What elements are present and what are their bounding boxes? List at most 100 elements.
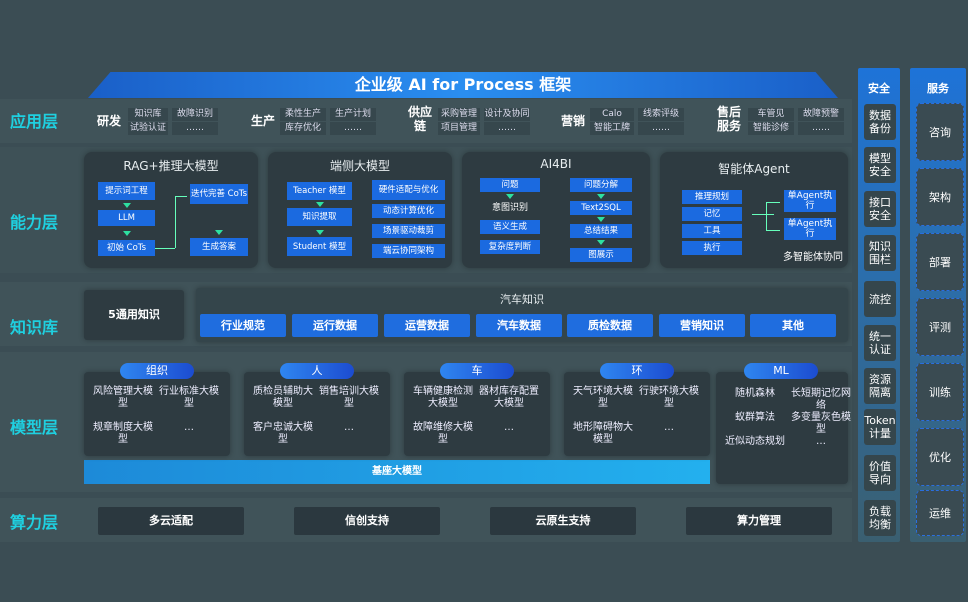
service-item: 运维	[916, 490, 964, 536]
model-group-pill: 组织	[120, 363, 194, 379]
service-item: 训练	[916, 363, 964, 421]
app-item: ……	[330, 122, 376, 135]
app-item: 知识库	[128, 108, 168, 121]
edge-student-box: Student 模型	[287, 237, 352, 256]
model-item: 随机森林	[735, 388, 775, 399]
model-item: 故障维修大模型	[413, 422, 473, 445]
agent-single-box-2: 单Agent执行	[784, 218, 836, 240]
arrow-down-icon	[123, 203, 131, 208]
agent-single-box: 单Agent执行	[784, 190, 836, 212]
app-group-label: 售后服务	[716, 105, 741, 133]
rag-title: RAG+推理大模型	[123, 159, 219, 173]
layer-label-capability: 能力层	[10, 213, 59, 232]
knowledge-item: 营销知识	[659, 314, 745, 337]
model-item: …	[504, 422, 514, 433]
connector-line	[155, 248, 175, 249]
connector-line	[766, 202, 767, 230]
compute-item: 算力管理	[686, 507, 832, 535]
app-item: 设计及协同	[484, 108, 530, 121]
ai4bi-complexity-box: 复杂度判断	[480, 240, 540, 254]
model-group-pill: 人	[280, 363, 354, 379]
app-band	[0, 99, 852, 143]
model-item: 近似动态规划	[725, 436, 785, 447]
app-group-label: 营销	[560, 114, 585, 128]
app-item: 库存优化	[280, 122, 326, 135]
model-group-pill: 车	[440, 363, 514, 379]
model-item: 蚁群算法	[735, 412, 775, 423]
model-item: …	[664, 422, 674, 433]
knowledge-item: 其他	[750, 314, 836, 337]
app-item: ……	[484, 122, 530, 135]
model-group-panel	[716, 372, 848, 484]
rag-prompt-box: 提示词工程	[98, 182, 155, 200]
model-group-panel	[244, 372, 390, 456]
arrow-down-icon	[123, 231, 131, 236]
model-item: …	[184, 422, 194, 433]
app-group-label: 生产	[250, 114, 275, 128]
service-item: 优化	[916, 428, 964, 486]
layer-label-compute: 算力层	[10, 513, 59, 532]
compute-item: 信创支持	[294, 507, 440, 535]
connector-line	[766, 202, 780, 203]
compute-item: 云原生支持	[490, 507, 636, 535]
ai4bi-intent-text: 意图识别	[491, 203, 528, 213]
arrow-down-icon	[597, 240, 605, 245]
app-item: 项目管理	[438, 122, 480, 135]
ai4bi-text2sql-box: Text2SQL	[570, 201, 632, 215]
security-item: Token计量	[864, 409, 896, 445]
security-item: 负载均衡	[864, 500, 896, 536]
edge-cloud-box: 端云协同架构	[372, 244, 445, 258]
connector-line	[175, 196, 187, 197]
knowledge-item: 运行数据	[292, 314, 378, 337]
service-item: 架构	[916, 168, 964, 226]
layer-label-model: 模型层	[10, 418, 59, 437]
model-item: 车辆健康检测大模型	[413, 386, 473, 409]
model-item: 销售培训大模型	[319, 386, 379, 409]
service-item: 咨询	[916, 103, 964, 161]
compute-item: 多云适配	[98, 507, 244, 535]
app-item: 故障预警	[798, 108, 844, 121]
edge-panel: 端侧大模型 Teacher 模型 知识提取 Student 模型 硬件适配与优化…	[268, 152, 452, 268]
model-item: …	[816, 436, 826, 447]
arrow-down-icon	[316, 202, 324, 207]
model-item: 地形障碍物大模型	[573, 422, 633, 445]
agent-tool-box: 工具	[682, 224, 742, 238]
app-item: 线索评级	[638, 108, 684, 121]
ai4bi-decompose-box: 问题分解	[570, 178, 632, 192]
app-item: 采购管理	[438, 108, 480, 121]
app-group-label: 供应链	[407, 105, 432, 133]
arrow-down-icon	[506, 194, 514, 199]
rag-panel: RAG+推理大模型 提示词工程 LLM 初始 CoTs 迭代完善 CoTs 生成…	[84, 152, 258, 268]
rag-iterate-box: 迭代完善 CoTs	[190, 184, 248, 204]
security-item: 流控	[864, 281, 896, 317]
model-group-panel	[404, 372, 550, 456]
page-title: 企业级 AI for Process 框架	[88, 72, 838, 98]
edge-title: 端侧大模型	[329, 159, 390, 173]
security-item: 数据备份	[864, 104, 896, 140]
model-group-pill: ML	[744, 363, 818, 379]
service-title: 服务	[927, 82, 949, 95]
model-item: 天气环境大模型	[573, 386, 633, 409]
model-group-panel	[564, 372, 710, 456]
security-item: 统一认证	[864, 325, 896, 361]
model-item: 行驶环境大模型	[639, 386, 699, 409]
agent-plan-box: 推理规划	[682, 190, 742, 204]
ai4bi-question-box: 问题	[480, 178, 540, 192]
model-item: …	[344, 422, 354, 433]
model-item: 规章制度大模型	[93, 422, 153, 445]
general-knowledge-box: 5通用知识	[84, 290, 184, 340]
security-item: 价值导向	[864, 455, 896, 491]
layer-label-knowledge: 知识库	[10, 318, 59, 337]
model-item: 多变量灰色模型	[791, 412, 851, 435]
arrow-down-icon	[215, 230, 223, 235]
security-item: 知识围栏	[864, 235, 896, 271]
security-title: 安全	[868, 82, 890, 95]
app-item: 智能诊修	[748, 122, 794, 135]
agent-panel: 智能体Agent 推理规划 记忆 工具 执行 单Agent执行 单Agent执行…	[660, 152, 848, 268]
connector-line	[766, 230, 780, 231]
app-item: 柔性生产	[280, 108, 326, 121]
knowledge-item: 汽车数据	[476, 314, 562, 337]
app-item: Calo	[590, 108, 634, 121]
ai4bi-chart-box: 图展示	[570, 248, 632, 262]
security-item: 资源隔离	[864, 368, 896, 404]
